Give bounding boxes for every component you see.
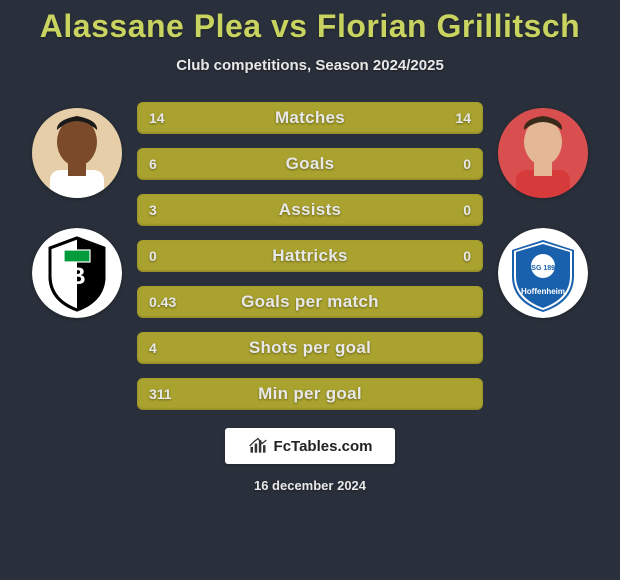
stat-right-value: 0 bbox=[463, 202, 471, 218]
svg-text:TSG 1899: TSG 1899 bbox=[527, 265, 559, 272]
stat-left-value: 0.43 bbox=[149, 294, 176, 310]
hoffenheim-badge-icon: TSG 1899 Hoffenheim bbox=[498, 228, 588, 318]
stat-label: Assists bbox=[279, 200, 342, 220]
person-icon bbox=[498, 108, 588, 198]
comparison-card: Alassane Plea vs Florian Grillitsch Club… bbox=[0, 0, 620, 580]
comparison-body: B 14Matches146Goals03Assists00Hattricks0… bbox=[0, 102, 620, 410]
stat-left-value: 6 bbox=[149, 156, 157, 172]
player-left-avatar bbox=[32, 108, 122, 198]
stat-row: 311 Min per goal bbox=[137, 378, 483, 410]
footer-date: 16 december 2024 bbox=[254, 478, 366, 493]
stats-bars: 14 Matches 14 6 Goals 0 3 Assists 0 0 Hattricks 0 0.… bbox=[137, 102, 483, 410]
page-subtitle: Club competitions, Season 2024/2025 bbox=[176, 57, 444, 74]
stat-label: Hattricks bbox=[272, 246, 347, 266]
stat-label: Goals per match bbox=[241, 292, 379, 312]
gladbach-badge-icon: B bbox=[32, 228, 122, 318]
stat-row: 4 Shots per goal bbox=[137, 332, 483, 364]
person-icon bbox=[32, 108, 122, 198]
right-column: TSG 1899 Hoffenheim bbox=[483, 102, 603, 318]
player-right-avatar bbox=[498, 108, 588, 198]
stat-row: 0 Hattricks 0 bbox=[137, 240, 483, 272]
stat-left-value: 311 bbox=[149, 386, 172, 402]
left-column: B bbox=[17, 102, 137, 318]
stat-left-value: 3 bbox=[149, 202, 157, 218]
stat-label: Shots per goal bbox=[249, 338, 371, 358]
stat-row: 0.43 Goals per match bbox=[137, 286, 483, 318]
svg-text:B: B bbox=[68, 263, 85, 290]
page-title: Alassane Plea vs Florian Grillitsch bbox=[40, 8, 580, 45]
stat-row: 6 Goals 0 bbox=[137, 148, 483, 180]
stat-left-value: 14 bbox=[149, 110, 165, 126]
stat-row: 3 Assists 0 bbox=[137, 194, 483, 226]
stat-left-value: 0 bbox=[149, 248, 157, 264]
source-logo-text: FcTables.com bbox=[274, 438, 373, 455]
stat-label: Matches bbox=[275, 108, 345, 128]
club-right-badge: TSG 1899 Hoffenheim bbox=[498, 228, 588, 318]
stat-right-value: 0 bbox=[463, 248, 471, 264]
source-logo[interactable]: FcTables.com bbox=[225, 428, 395, 464]
chart-icon bbox=[248, 436, 268, 456]
stat-left-value: 4 bbox=[149, 340, 157, 356]
stat-label: Min per goal bbox=[258, 384, 362, 404]
stat-label: Goals bbox=[286, 154, 335, 174]
svg-text:Hoffenheim: Hoffenheim bbox=[521, 287, 565, 296]
stat-right-value: 14 bbox=[455, 110, 471, 126]
club-left-badge: B bbox=[32, 228, 122, 318]
stat-row: 14 Matches 14 bbox=[137, 102, 483, 134]
stat-right-value: 0 bbox=[463, 156, 471, 172]
